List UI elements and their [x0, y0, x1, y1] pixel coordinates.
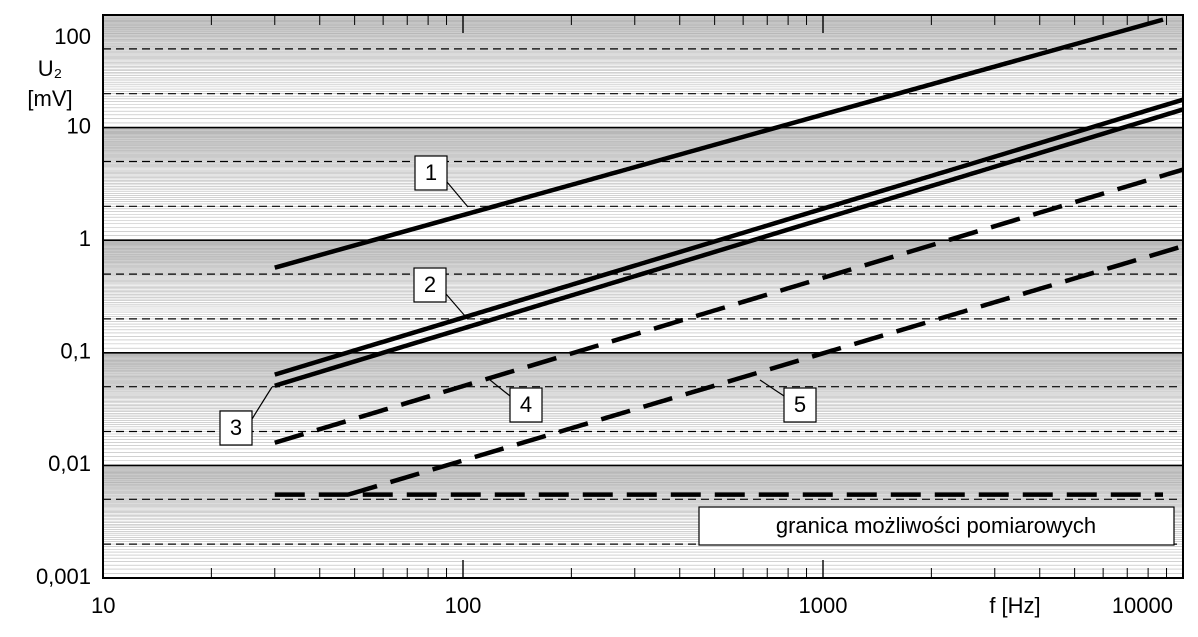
y-tick-label: 0,01: [48, 451, 91, 476]
series-line: [274, 167, 1184, 445]
series-label: 1: [425, 160, 437, 185]
series-label: 2: [424, 272, 436, 297]
series-line: [274, 97, 1184, 377]
y-axis-label: U₂: [38, 56, 62, 81]
series-label: 5: [794, 392, 806, 417]
y-axis-label: [mV]: [27, 86, 72, 111]
x-tick-label: 100: [445, 593, 482, 618]
series-line: [347, 244, 1184, 497]
callout-leader: [759, 379, 785, 397]
y-tick-label: 0,1: [60, 339, 91, 364]
x-tick-label: 10: [91, 593, 115, 618]
callout-leader: [489, 379, 511, 397]
y-tick-label: 100: [54, 24, 91, 49]
callout-box: [509, 387, 543, 423]
series-label: 3: [230, 415, 242, 440]
callout-box: [413, 267, 447, 303]
x-tick-label: 1000: [799, 593, 848, 618]
y-tick-label: 0,001: [36, 564, 91, 589]
callout-box: [414, 155, 448, 191]
series-label: 4: [520, 392, 532, 417]
callout-box: [219, 410, 253, 446]
x-tick-label: 10000: [1112, 593, 1173, 618]
callout-leader: [446, 181, 469, 208]
callout-box: [783, 387, 817, 423]
limit-label-box: [698, 506, 1175, 546]
callout-leader: [251, 386, 273, 420]
y-tick-label: 10: [67, 113, 91, 138]
y-tick-label: 1: [79, 226, 91, 251]
series-line: [274, 17, 1164, 270]
callout-leader: [445, 293, 466, 317]
x-axis-label: f [Hz]: [989, 593, 1040, 618]
limit-label: granica możliwości pomiarowych: [776, 513, 1096, 538]
plot-frame: [102, 14, 1184, 579]
series-line: [274, 107, 1184, 388]
